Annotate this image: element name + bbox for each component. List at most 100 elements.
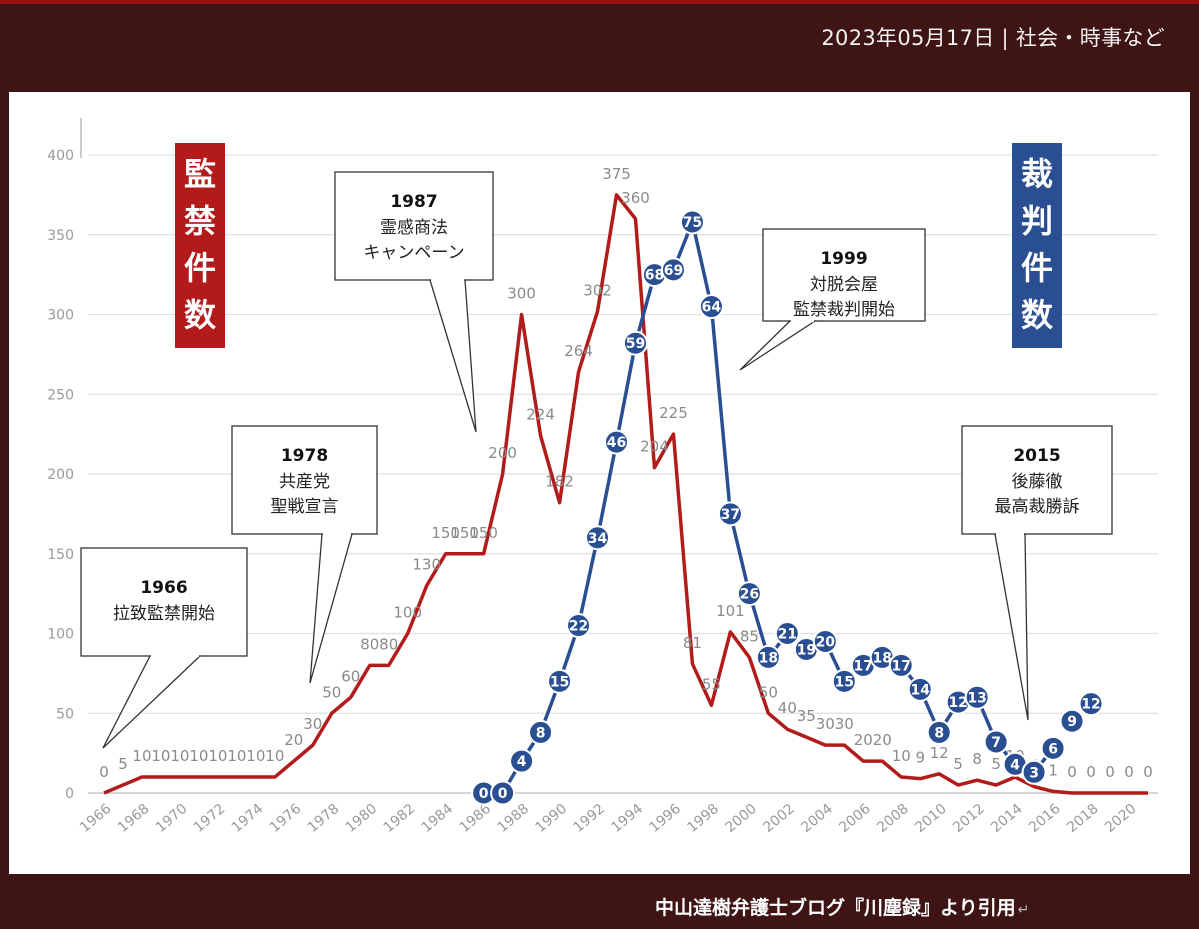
x-tick-label: 1974 <box>229 801 267 836</box>
callout-text: 聖戦宣言 <box>271 497 339 517</box>
x-tick-label: 1984 <box>419 801 457 836</box>
trials-marker <box>983 729 1009 755</box>
confinement-data-label: 20 <box>284 731 303 749</box>
confinement-data-label: 12 <box>930 744 949 762</box>
confinement-data-label: 81 <box>683 634 702 652</box>
confinement-data-label: 20 <box>873 731 892 749</box>
x-tick-label: 2012 <box>950 801 988 836</box>
trials-marker <box>888 652 914 678</box>
trials-data-label: 59 <box>626 336 645 352</box>
confinement-data-label: 8 <box>972 750 982 768</box>
confinement-data-label: 225 <box>659 404 688 422</box>
confinement-data-label: 10 <box>132 747 151 765</box>
trials-data-label: 69 <box>664 263 683 279</box>
x-tick-label: 1988 <box>495 801 533 836</box>
x-tick-label: 1994 <box>608 801 646 836</box>
left-label-char: 数 <box>184 296 217 334</box>
confinement-data-label: 0 <box>1143 763 1153 781</box>
x-tick-label: 2010 <box>912 801 950 836</box>
trials-marker <box>622 330 648 356</box>
x-tick-label: 1982 <box>381 801 419 836</box>
trials-marker <box>736 581 762 607</box>
trials-data-label: 4 <box>517 754 527 770</box>
callout-year: 2015 <box>1013 446 1060 466</box>
x-tick-label: 1966 <box>77 801 115 836</box>
confinement-data-label: 150 <box>469 524 498 542</box>
left-label-char: 件 <box>184 249 216 287</box>
confinement-data-label: 50 <box>759 683 778 701</box>
confinement-data-label: 5 <box>991 755 1001 773</box>
confinement-data-label: 101 <box>716 602 745 620</box>
confinement-data-label: 300 <box>507 285 536 303</box>
trials-data-label: 64 <box>702 300 722 316</box>
trials-data-label: 22 <box>569 619 588 635</box>
confinement-data-label: 150 <box>450 524 479 542</box>
trials-marker <box>585 525 611 551</box>
y-tick-label: 300 <box>47 308 74 324</box>
confinement-data-label: 10 <box>892 747 911 765</box>
callout-text: 最高裁勝訴 <box>995 497 1080 517</box>
confinement-data-label: 5 <box>118 755 128 773</box>
trials-data-label: 34 <box>588 531 608 547</box>
callout-year: 1966 <box>140 578 187 598</box>
callout-pointer <box>994 533 1029 721</box>
callout-text: 後藤徹 <box>1012 472 1063 492</box>
return-mark: ↵ <box>1017 902 1030 918</box>
confinement-data-label: 20 <box>854 731 873 749</box>
trials-marker <box>926 719 952 745</box>
trials-marker <box>755 644 781 670</box>
trials-data-label: 21 <box>778 627 797 643</box>
trials-marker <box>774 621 800 646</box>
confinement-data-label: 224 <box>526 406 555 424</box>
x-tick-label: 1990 <box>533 801 571 836</box>
confinement-data-label: 10 <box>227 747 246 765</box>
confinement-data-label: 30 <box>303 715 322 733</box>
confinement-data-label: 10 <box>151 747 170 765</box>
y-tick-label: 250 <box>47 387 74 403</box>
right-label-char: 件 <box>1021 249 1053 287</box>
x-tick-label: 1996 <box>646 801 684 836</box>
post-dateline[interactable]: 2023年05月17日 | 社会・時事など <box>821 26 1165 50</box>
callout-text: 共産党 <box>279 472 330 492</box>
x-tick-label: 1972 <box>191 801 229 836</box>
trials-data-label: 17 <box>854 658 873 674</box>
trials-data-label: 75 <box>683 215 702 231</box>
trials-data-label: 18 <box>873 650 892 666</box>
callout-box <box>80 547 248 657</box>
trials-data-label: 68 <box>645 268 664 284</box>
confinement-data-label: 50 <box>322 683 341 701</box>
confinement-data-label: 5 <box>953 755 963 773</box>
x-tick-label: 2006 <box>836 801 874 836</box>
trials-data-label: 8 <box>934 725 944 741</box>
confinement-data-label: 10 <box>265 747 284 765</box>
y-tick-label: 50 <box>56 706 74 722</box>
callout-text: 霊感商法 <box>380 218 448 238</box>
x-tick-label: 1978 <box>305 801 343 836</box>
confinement-data-label: 182 <box>545 473 574 491</box>
x-tick-label: 2004 <box>798 801 836 836</box>
confinement-data-label: 204 <box>640 438 669 456</box>
trials-data-label: 8 <box>536 725 546 741</box>
callout-box <box>334 171 494 281</box>
trials-marker <box>698 294 724 320</box>
confinement-data-label: 60 <box>341 667 360 685</box>
confinement-data-label: 80 <box>379 635 398 653</box>
trials-marker <box>812 628 838 654</box>
confinement-data-label: 30 <box>835 715 854 733</box>
trials-data-label: 46 <box>607 435 626 451</box>
trials-data-label: 20 <box>816 634 836 650</box>
trials-marker <box>1021 759 1047 785</box>
confinement-data-label: 1 <box>1048 761 1058 779</box>
trials-data-label: 18 <box>759 650 778 666</box>
trials-data-label: 14 <box>910 682 930 698</box>
y-tick-label: 0 <box>65 786 74 802</box>
y-tick-label: 200 <box>47 467 74 483</box>
trials-data-label: 0 <box>498 786 508 802</box>
confinement-data-label: 10 <box>170 747 189 765</box>
trials-marker <box>528 719 554 745</box>
x-tick-label: 2000 <box>722 801 760 836</box>
callout-pointer <box>739 320 818 371</box>
x-tick-label: 1986 <box>457 801 495 836</box>
trials-marker <box>547 668 573 694</box>
left-label-char: 監 <box>184 155 216 193</box>
